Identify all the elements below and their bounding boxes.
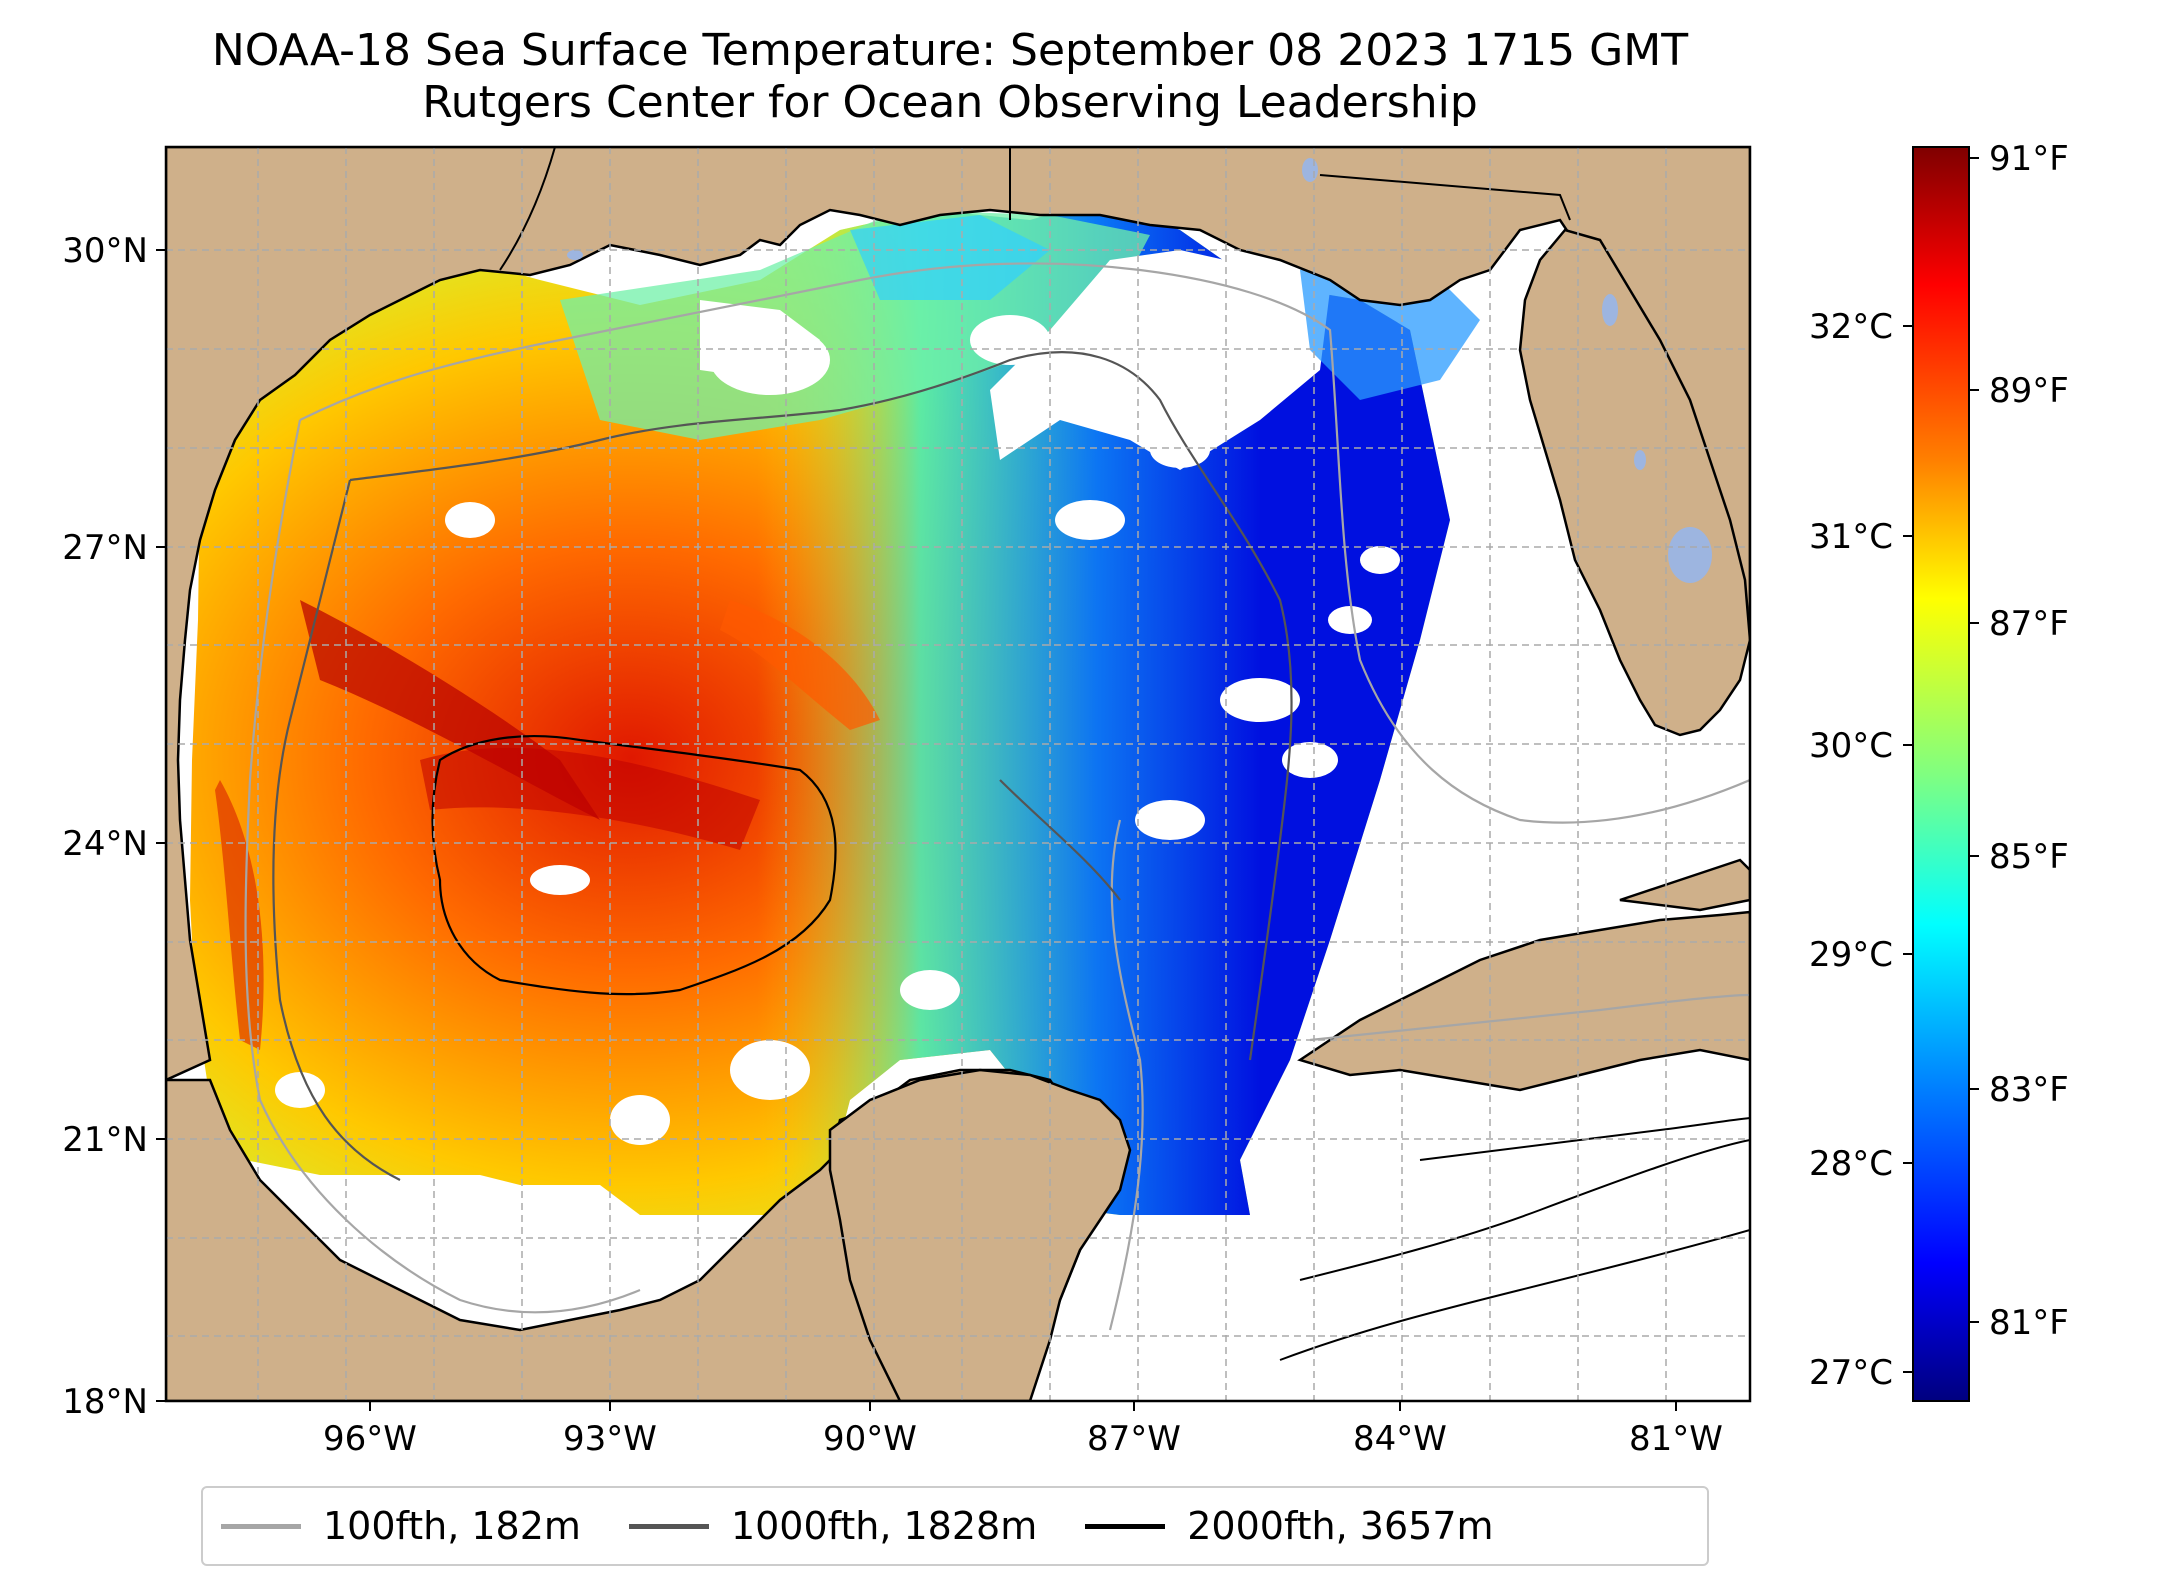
legend-item-100fth: 100fth, 182m: [221, 1504, 581, 1548]
map-frame: [164, 145, 1752, 1403]
gridlines: [166, 147, 1750, 1401]
chart-subtitle: Rutgers Center for Ocean Observing Leade…: [422, 77, 1478, 128]
cb-fahrenheit-85: 85°F: [1989, 837, 2069, 877]
legend-label-1000fth: 1000fth, 1828m: [730, 1504, 1038, 1548]
map-area: [166, 147, 1750, 1401]
sst-swath: [190, 200, 1480, 1215]
deep-contours-south: [1279, 1117, 1750, 1361]
lat-label-21N: 21°N: [62, 1120, 148, 1160]
legend-label-100fth: 100fth, 182m: [323, 1504, 581, 1548]
bathymetry-contours: [244, 262, 1750, 1331]
cb-celsius-31: 31°C: [1809, 517, 1893, 557]
lat-label-27N: 27°N: [62, 528, 148, 568]
longitude-axis: 96°W 93°W 90°W 87°W 84°W 81°W: [323, 1401, 1723, 1459]
cb-celsius-30: 30°C: [1809, 726, 1893, 766]
cb-fahrenheit-83: 83°F: [1989, 1070, 2069, 1110]
legend-label-2000fth: 2000fth, 3657m: [1187, 1504, 1494, 1548]
cb-fahrenheit-81: 81°F: [1989, 1303, 2069, 1343]
contour-legend: 100fth, 182m 1000fth, 1828m 2000fth, 365…: [201, 1486, 1709, 1566]
lon-label-81W: 81°W: [1629, 1419, 1723, 1459]
colorbar-gradient: [1912, 146, 1970, 1402]
lon-label-96W: 96°W: [323, 1419, 417, 1459]
lat-label-30N: 30°N: [62, 231, 148, 271]
cb-fahrenheit-87: 87°F: [1989, 604, 2069, 644]
land: [166, 147, 1750, 1401]
chart-title: NOAA-18 Sea Surface Temperature: Septemb…: [211, 25, 1689, 76]
cb-celsius-28: 28°C: [1809, 1144, 1893, 1184]
colorbar: 32°C 31°C 30°C 29°C 28°C 27°C 91°F 89°F …: [1809, 139, 2069, 1402]
legend-line-100fth: [221, 1523, 301, 1529]
lon-label-87W: 87°W: [1087, 1419, 1181, 1459]
cb-celsius-29: 29°C: [1809, 935, 1893, 975]
cb-celsius-32: 32°C: [1809, 307, 1893, 347]
lat-label-24N: 24°N: [62, 824, 148, 864]
lon-label-90W: 90°W: [823, 1419, 917, 1459]
lat-label-18N: 18°N: [62, 1382, 148, 1422]
legend-item-1000fth: 1000fth, 1828m: [628, 1504, 1038, 1548]
legend-line-1000fth: [628, 1523, 709, 1529]
cb-fahrenheit-91: 91°F: [1989, 139, 2069, 179]
cb-celsius-27: 27°C: [1809, 1353, 1893, 1393]
lon-label-84W: 84°W: [1353, 1419, 1447, 1459]
cb-fahrenheit-89: 89°F: [1989, 371, 2069, 411]
latitude-axis: 30°N 27°N 24°N 21°N 18°N: [62, 231, 166, 1422]
lon-label-93W: 93°W: [563, 1419, 657, 1459]
legend-item-2000fth: 2000fth, 3657m: [1085, 1504, 1494, 1548]
state-borders: [499, 147, 1571, 271]
legend-line-2000fth: [1085, 1523, 1166, 1529]
